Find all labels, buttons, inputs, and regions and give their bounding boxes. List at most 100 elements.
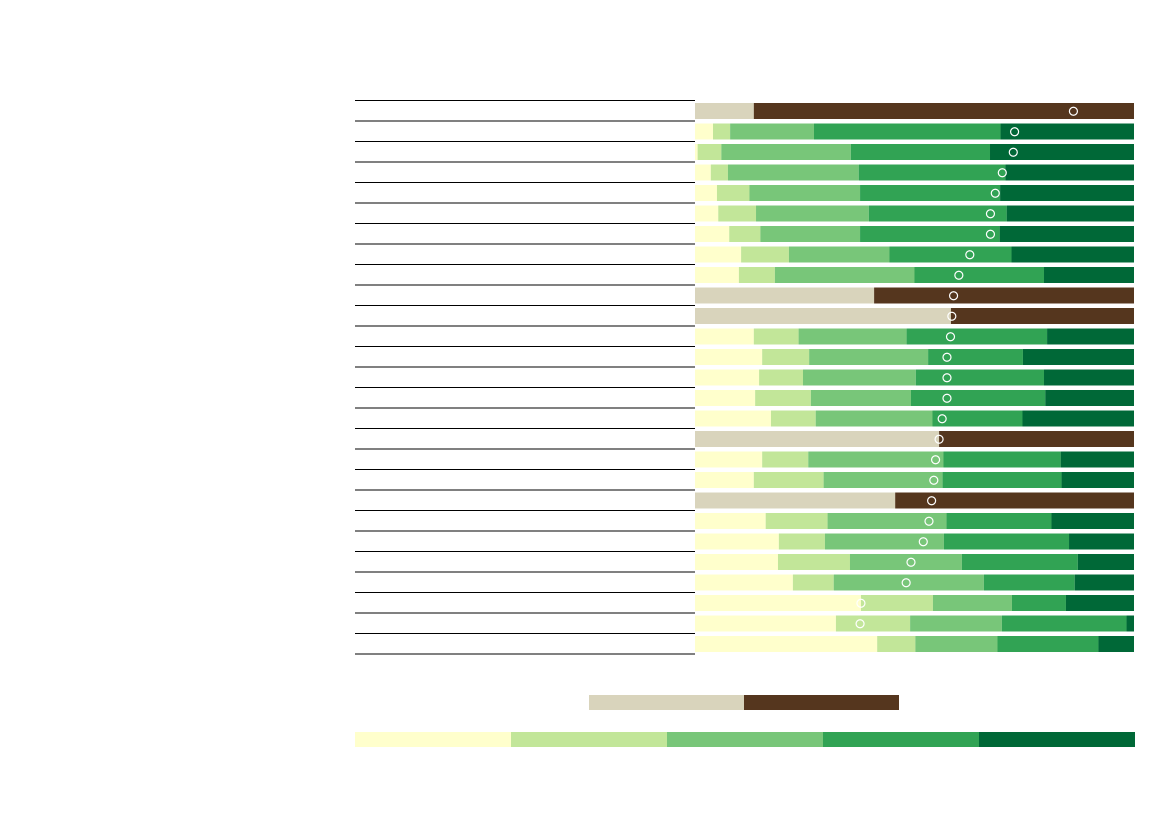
score-marker bbox=[1009, 127, 1020, 137]
bar-segment bbox=[1011, 595, 1066, 611]
bar-segment bbox=[1077, 554, 1134, 570]
bar-segment bbox=[695, 574, 793, 591]
bar-segment bbox=[823, 472, 943, 488]
bar-segment bbox=[788, 246, 890, 263]
bar-segment bbox=[774, 267, 915, 283]
bar-segment bbox=[753, 472, 824, 488]
bar-segment bbox=[777, 554, 850, 570]
score-marker bbox=[942, 393, 952, 403]
bar-segment bbox=[792, 574, 834, 591]
bar-segment bbox=[943, 533, 1070, 550]
bar-segment bbox=[895, 492, 1134, 509]
bar-segment bbox=[695, 513, 766, 529]
bar-segment bbox=[695, 492, 896, 509]
bar-segment bbox=[835, 615, 911, 632]
bar-segment bbox=[860, 226, 1000, 242]
legend-scale-swatch bbox=[511, 732, 667, 747]
bar-segment bbox=[915, 369, 1045, 386]
legend-scale-swatch bbox=[355, 732, 511, 747]
bar-segment bbox=[718, 205, 757, 222]
bar-segment bbox=[1069, 533, 1134, 550]
score-marker bbox=[990, 188, 1000, 198]
bar-segment bbox=[712, 123, 731, 140]
score-marker bbox=[1008, 147, 1018, 157]
score-marker bbox=[929, 475, 939, 485]
bar-segment bbox=[695, 246, 742, 263]
bar-segment bbox=[1051, 513, 1134, 529]
bar-segment bbox=[756, 205, 869, 222]
bar-segment bbox=[1000, 123, 1134, 140]
bar-segment bbox=[1074, 574, 1134, 591]
bar-segment bbox=[760, 226, 861, 242]
score-marker bbox=[965, 250, 975, 260]
bar-segment bbox=[1000, 185, 1134, 201]
bar-segment bbox=[1065, 595, 1134, 611]
legend-binary bbox=[589, 695, 899, 710]
bar-segment bbox=[1045, 390, 1134, 406]
bar-segment bbox=[813, 123, 1001, 140]
bar-segment bbox=[802, 369, 916, 386]
legend-binary-swatch bbox=[744, 695, 899, 710]
score-marker bbox=[924, 516, 934, 526]
bar-segment bbox=[858, 164, 1006, 181]
bar-segment bbox=[950, 308, 1134, 324]
bar-segment bbox=[860, 595, 933, 611]
bar-segment bbox=[809, 349, 929, 365]
bar-segment bbox=[1011, 246, 1134, 263]
bar-segment bbox=[695, 472, 754, 488]
score-marker bbox=[937, 414, 947, 424]
bar-segment bbox=[868, 205, 1007, 222]
bar-segment bbox=[695, 267, 739, 283]
bar-segment bbox=[810, 390, 911, 406]
bar-segment bbox=[695, 185, 717, 201]
score-marker bbox=[954, 270, 964, 280]
bar-segment bbox=[710, 164, 728, 181]
bar-segment bbox=[695, 390, 756, 406]
bar-segment bbox=[932, 595, 1012, 611]
bar-segment bbox=[1098, 636, 1134, 652]
bar-segment bbox=[914, 267, 1045, 283]
bar-segment bbox=[943, 451, 1061, 468]
bar-segment bbox=[1060, 451, 1134, 468]
bar-segment bbox=[770, 410, 816, 427]
bar-segment bbox=[910, 615, 1002, 632]
legend-scale-swatch bbox=[823, 732, 979, 747]
legend-scale-swatch bbox=[667, 732, 823, 747]
bar-segment bbox=[932, 410, 1023, 427]
bar-segment bbox=[695, 431, 940, 447]
score-marker bbox=[856, 598, 866, 608]
bar-segment bbox=[1044, 369, 1134, 386]
bar-segment bbox=[695, 287, 875, 304]
bar-segment bbox=[1005, 164, 1134, 181]
bar-segment bbox=[939, 431, 1134, 447]
bar-segment bbox=[695, 636, 878, 652]
bar-segment bbox=[906, 328, 1048, 345]
bar-segment bbox=[928, 349, 1023, 365]
bar-segment bbox=[695, 205, 719, 222]
legend-binary-swatch bbox=[589, 695, 744, 710]
bar-segment bbox=[695, 308, 951, 324]
bar-segment bbox=[961, 554, 1078, 570]
bar-segment bbox=[877, 636, 916, 652]
bar-segment bbox=[808, 451, 944, 468]
score-marker bbox=[906, 557, 916, 567]
bar-segment bbox=[738, 267, 775, 283]
bar-segment bbox=[695, 123, 713, 140]
bar-segment bbox=[755, 390, 811, 406]
bar-segment bbox=[815, 410, 933, 427]
bar-segment bbox=[697, 144, 722, 160]
bar-segment bbox=[695, 328, 754, 345]
legend-scale-swatch bbox=[979, 732, 1135, 747]
bar-segment bbox=[695, 410, 771, 427]
bar-segment bbox=[1126, 615, 1134, 632]
bar-segment bbox=[762, 349, 810, 365]
bar-segment bbox=[753, 328, 799, 345]
bar-segment bbox=[942, 472, 1062, 488]
bar-segment bbox=[729, 226, 761, 242]
bar-segment bbox=[695, 533, 779, 550]
bar-segment bbox=[741, 246, 789, 263]
bar-segment bbox=[983, 574, 1075, 591]
score-marker bbox=[948, 291, 959, 301]
bar-segment bbox=[1006, 205, 1134, 222]
